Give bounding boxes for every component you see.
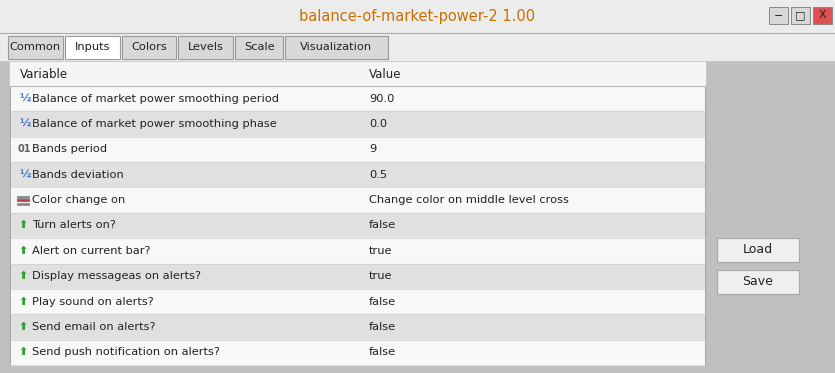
Text: 0.0: 0.0 bbox=[369, 119, 387, 129]
Text: Alert on current bar?: Alert on current bar? bbox=[32, 246, 150, 256]
Bar bbox=[8, 36, 63, 59]
Text: ⬆: ⬆ bbox=[18, 271, 28, 281]
Text: Variable: Variable bbox=[20, 68, 68, 81]
Text: Load: Load bbox=[743, 243, 773, 256]
Text: 9: 9 bbox=[369, 144, 377, 154]
Text: ½: ½ bbox=[19, 119, 31, 129]
Bar bbox=[11, 264, 704, 289]
Bar bbox=[11, 314, 704, 340]
Bar bbox=[122, 36, 176, 59]
Text: true: true bbox=[369, 246, 392, 256]
Text: 0.5: 0.5 bbox=[369, 170, 387, 180]
Text: true: true bbox=[369, 271, 392, 281]
Text: ⬆: ⬆ bbox=[18, 297, 28, 307]
Bar bbox=[235, 36, 283, 59]
Bar bbox=[65, 36, 119, 59]
Bar bbox=[10, 62, 705, 86]
Bar bbox=[813, 7, 832, 24]
Bar bbox=[717, 238, 799, 262]
Bar bbox=[717, 270, 799, 294]
Text: ½: ½ bbox=[19, 94, 31, 104]
Text: Display messageas on alerts?: Display messageas on alerts? bbox=[32, 271, 201, 281]
Text: 01: 01 bbox=[18, 144, 32, 154]
Text: ⬆: ⬆ bbox=[18, 322, 28, 332]
Text: ⬆: ⬆ bbox=[18, 347, 28, 357]
Text: Turn alerts on?: Turn alerts on? bbox=[32, 220, 116, 231]
Text: Colors: Colors bbox=[131, 43, 167, 53]
Text: Bands deviation: Bands deviation bbox=[32, 170, 124, 180]
Bar bbox=[11, 86, 704, 112]
Text: Scale: Scale bbox=[244, 43, 275, 53]
Text: ⬆: ⬆ bbox=[18, 246, 28, 256]
Text: □: □ bbox=[795, 10, 806, 21]
Text: 90.0: 90.0 bbox=[369, 94, 394, 104]
Text: Balance of market power smoothing phase: Balance of market power smoothing phase bbox=[32, 119, 276, 129]
Text: false: false bbox=[369, 220, 396, 231]
Bar bbox=[769, 7, 788, 24]
Text: Bands period: Bands period bbox=[32, 144, 107, 154]
Text: Play sound on alerts?: Play sound on alerts? bbox=[32, 297, 154, 307]
Text: Common: Common bbox=[10, 43, 61, 53]
Bar bbox=[11, 238, 704, 264]
Text: Save: Save bbox=[742, 275, 773, 288]
Bar bbox=[11, 289, 704, 314]
Text: Levels: Levels bbox=[188, 43, 224, 53]
Bar bbox=[179, 36, 233, 59]
Text: Color change on: Color change on bbox=[32, 195, 125, 205]
Bar bbox=[11, 112, 704, 137]
Bar bbox=[791, 7, 810, 24]
Bar bbox=[10, 62, 705, 365]
Bar bbox=[11, 340, 704, 365]
Text: false: false bbox=[369, 322, 396, 332]
Bar bbox=[0, 0, 835, 33]
Text: false: false bbox=[369, 347, 396, 357]
Bar bbox=[11, 162, 704, 188]
Bar bbox=[11, 137, 704, 162]
Text: Visualization: Visualization bbox=[301, 43, 372, 53]
Bar bbox=[286, 36, 387, 59]
Text: Send push notification on alerts?: Send push notification on alerts? bbox=[32, 347, 220, 357]
Text: −: − bbox=[774, 10, 783, 21]
Bar bbox=[11, 213, 704, 238]
Text: ½: ½ bbox=[19, 170, 31, 180]
Text: ⬆: ⬆ bbox=[18, 220, 28, 231]
Bar bbox=[11, 188, 704, 213]
Text: balance-of-market-power-2 1.00: balance-of-market-power-2 1.00 bbox=[300, 9, 535, 24]
Text: Change color on middle level cross: Change color on middle level cross bbox=[369, 195, 569, 205]
Text: false: false bbox=[369, 297, 396, 307]
Bar bbox=[0, 33, 835, 60]
Text: Value: Value bbox=[369, 68, 402, 81]
Text: Send email on alerts?: Send email on alerts? bbox=[32, 322, 155, 332]
Text: Balance of market power smoothing period: Balance of market power smoothing period bbox=[32, 94, 279, 104]
Text: X: X bbox=[818, 10, 827, 21]
Text: Inputs: Inputs bbox=[74, 43, 110, 53]
